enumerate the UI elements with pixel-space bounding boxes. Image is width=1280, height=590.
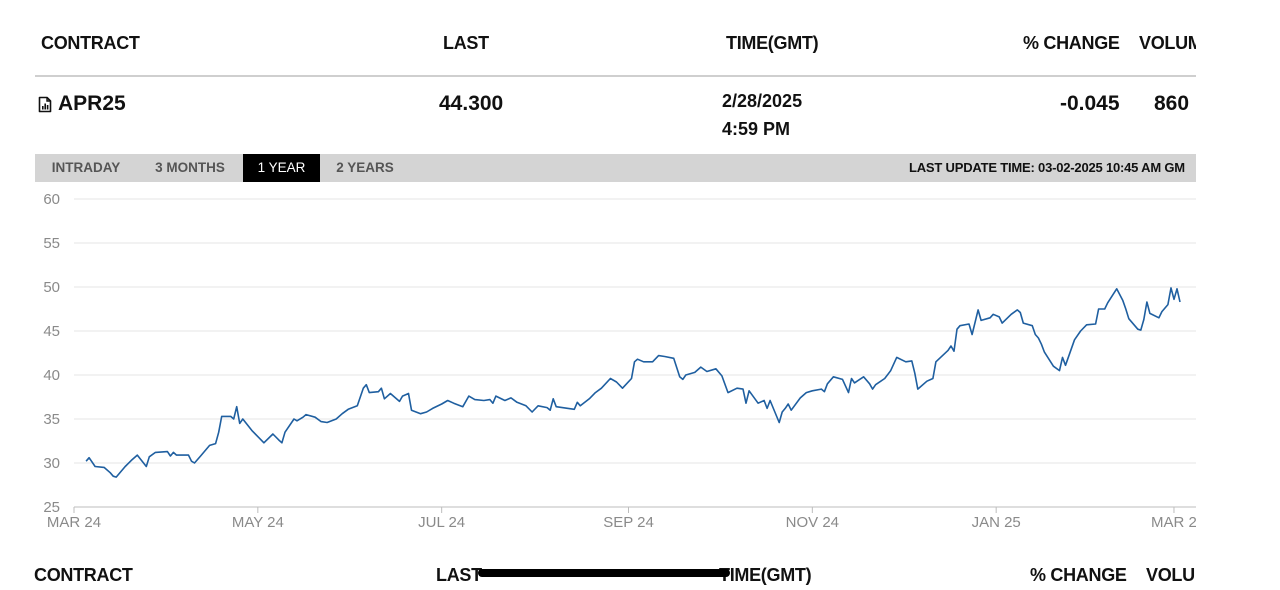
y-tick-label: 55 — [43, 235, 60, 252]
last-update-time: LAST UPDATE TIME: 03-02-2025 10:45 AM GM — [909, 160, 1185, 175]
column-header-contract: CONTRACT — [41, 33, 140, 53]
y-tick-label: 25 — [43, 499, 60, 516]
column-header-last: LAST — [443, 33, 489, 53]
chart-document-icon — [38, 96, 52, 113]
last-value: 44.300 — [439, 92, 504, 115]
x-axis-tick-labels: MAR 24 MAY 24 JUL 24 SEP 24 NOV 24 JAN 25 MAR … — [47, 507, 1196, 531]
column-header-time: TIME(GMT) — [726, 33, 819, 53]
range-tab-bar: INTRADAY 3 MONTHS 1 YEAR 2 YEARS LAST UP… — [35, 154, 1196, 182]
chart-gridlines — [74, 198, 1196, 508]
series-line — [85, 287, 1181, 478]
y-tick-label: 45 — [43, 323, 60, 340]
column-header-volume: VOLUM — [1139, 33, 1196, 53]
x-tick-label: JAN 25 — [972, 514, 1021, 531]
tab-3-months[interactable]: 3 MONTHS — [155, 160, 225, 175]
price-chart[interactable]: 25 30 35 40 45 50 55 60 MAR 24 MAY 24 JUL 24 SEP 2… — [0, 185, 1196, 535]
x-tick-label: JUL 24 — [418, 514, 465, 531]
footer-header-contract: CONTRACT — [34, 565, 133, 585]
footer-header-change: % CHANGE — [1030, 565, 1127, 585]
y-tick-label: 50 — [43, 279, 60, 296]
column-header-change: % CHANGE — [1023, 33, 1120, 53]
y-axis-tick-labels: 25 30 35 40 45 50 55 60 — [43, 191, 60, 516]
x-tick-label: MAY 24 — [232, 514, 284, 531]
price-series — [85, 287, 1181, 478]
tab-2-years[interactable]: 2 YEARS — [336, 160, 394, 175]
contract-name: APR25 — [58, 92, 126, 115]
x-tick-label: MAR 24 — [47, 514, 101, 531]
x-tick-label: MAR 2 — [1151, 514, 1196, 531]
horizontal-scroll-indicator[interactable] — [478, 569, 730, 577]
footer-header-volume: VOLU — [1146, 565, 1195, 585]
trade-date: 2/28/2025 — [722, 91, 803, 111]
y-tick-label: 30 — [43, 455, 60, 472]
y-tick-label: 35 — [43, 411, 60, 428]
footer-header-last: LAST — [436, 565, 482, 585]
x-tick-label: NOV 24 — [786, 514, 839, 531]
volume-value: 860 — [1154, 92, 1190, 115]
market-data-panel: CONTRACT LAST TIME(GMT) % CHANGE VOLUM A… — [0, 33, 1196, 585]
y-tick-label: 40 — [43, 367, 60, 384]
x-tick-label: SEP 24 — [603, 514, 654, 531]
tab-intraday[interactable]: INTRADAY — [51, 160, 121, 175]
contract-cell[interactable]: APR25 — [38, 92, 126, 116]
tab-1-year[interactable]: 1 YEAR — [243, 154, 320, 182]
footer-header-time: TIME(GMT) — [719, 565, 812, 585]
header-divider — [35, 75, 1196, 77]
y-tick-label: 60 — [43, 191, 60, 208]
trade-time: 4:59 PM — [722, 119, 791, 139]
percent-change: -0.045 — [1060, 92, 1120, 115]
